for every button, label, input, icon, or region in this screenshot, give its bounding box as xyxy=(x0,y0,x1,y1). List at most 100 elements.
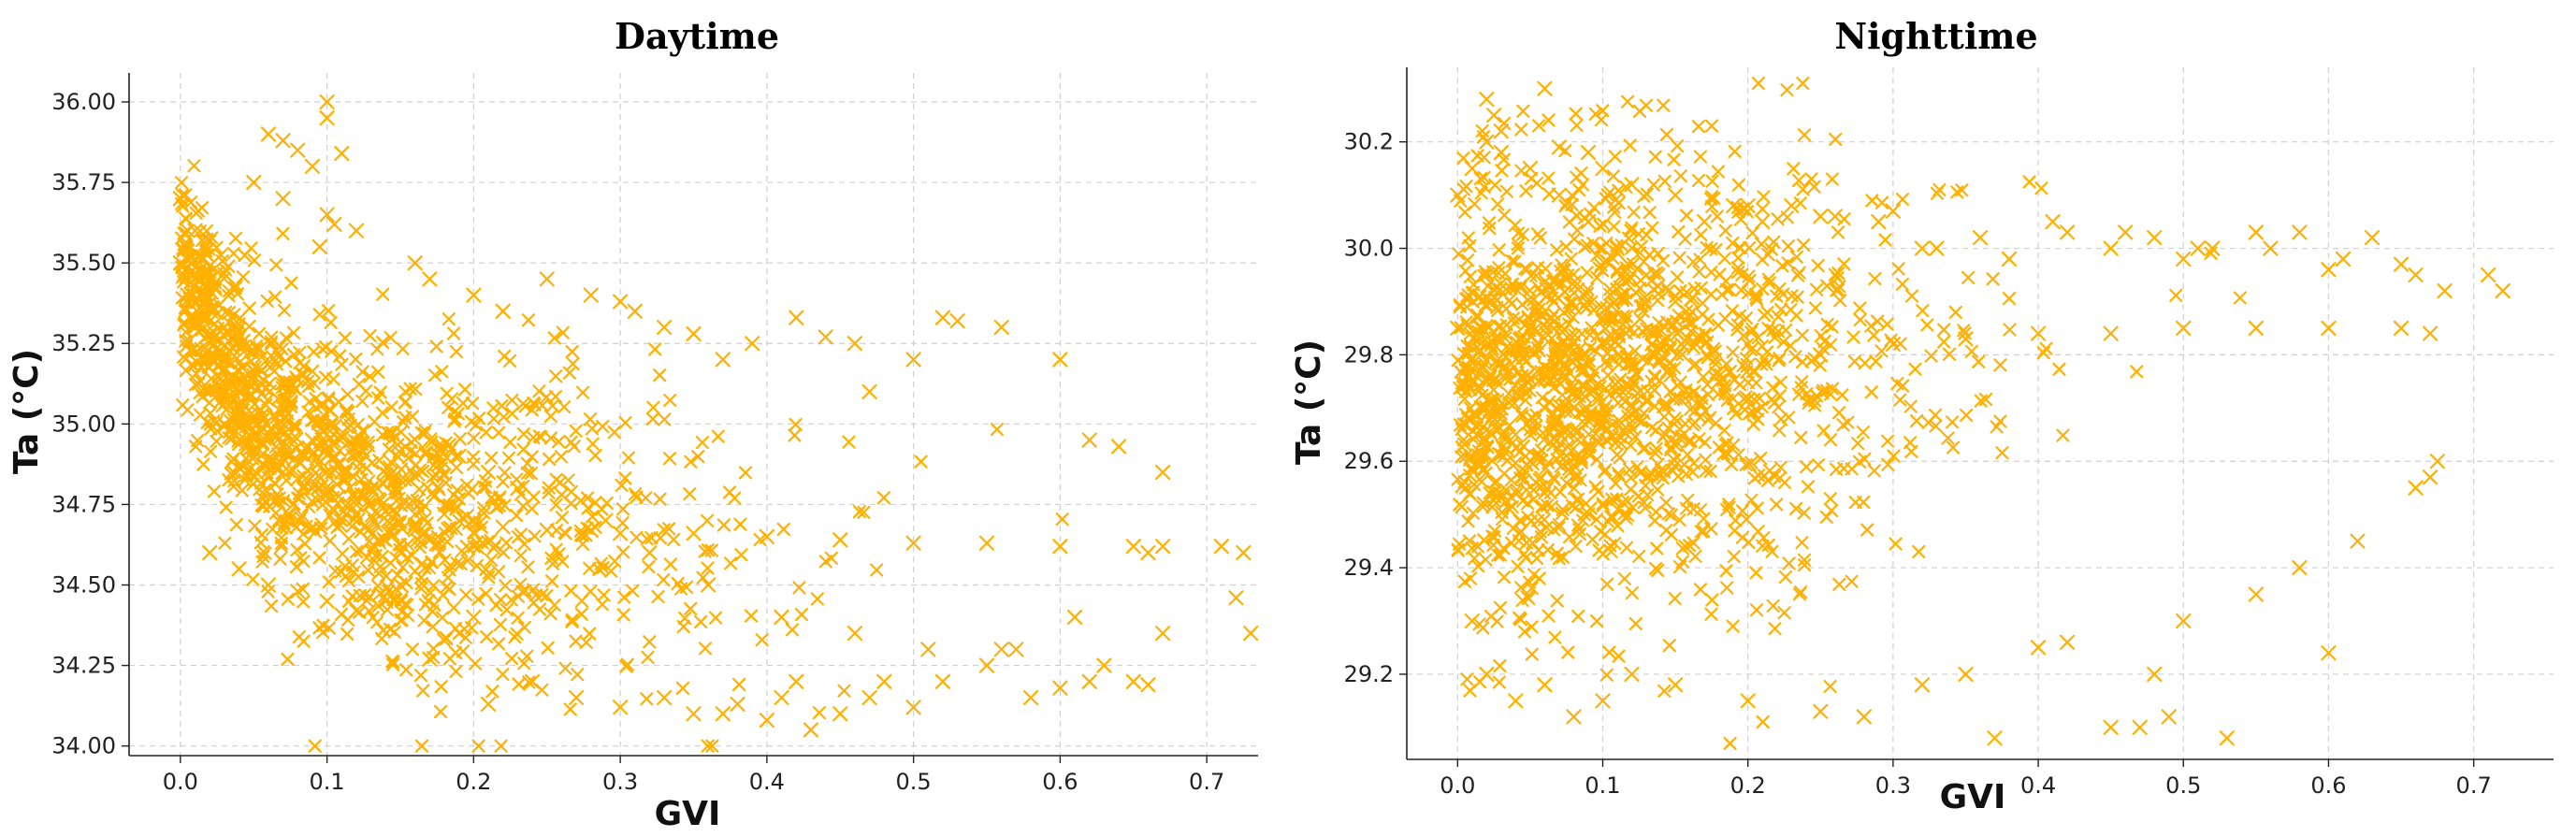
scatter-point xyxy=(1586,237,1600,251)
scatter-point xyxy=(738,466,753,480)
scatter-point xyxy=(549,523,564,538)
scatter-point xyxy=(176,199,190,213)
scatter-point xyxy=(1516,494,1530,508)
data-point-x-marker xyxy=(290,470,306,486)
scatter-point xyxy=(1619,541,1634,555)
scatter-point xyxy=(459,540,473,554)
scatter-point xyxy=(199,289,213,303)
data-point-x-marker xyxy=(466,287,482,303)
data-point-x-marker xyxy=(202,544,218,561)
y-tick-label: 36.00 xyxy=(51,89,116,115)
scatter-point xyxy=(1632,104,1647,119)
scatter-point xyxy=(1463,487,1477,501)
scatter-point xyxy=(1600,577,1614,591)
scatter-point xyxy=(307,376,321,391)
data-point-x-marker xyxy=(1755,213,1771,230)
scatter-point xyxy=(386,655,400,669)
scatter-point xyxy=(1609,476,1623,490)
scatter-point xyxy=(1647,399,1662,413)
scatter-point xyxy=(658,412,672,426)
data-point-x-marker xyxy=(1486,108,1502,123)
data-point-x-marker xyxy=(466,609,482,626)
scatter-point xyxy=(1461,346,1475,361)
data-point-x-marker xyxy=(319,593,335,609)
scatter-point xyxy=(441,522,455,536)
data-point-x-marker xyxy=(832,532,848,548)
scatter-point xyxy=(1600,358,1614,373)
scatter-point xyxy=(1473,289,1487,304)
scatter-point xyxy=(1616,425,1630,439)
scatter-point xyxy=(241,417,255,431)
scatter-point xyxy=(1788,350,1802,364)
scatter-point xyxy=(207,301,221,316)
scatter-point xyxy=(1467,278,1481,292)
scatter-point xyxy=(1619,512,1633,526)
data-point-x-marker xyxy=(2321,645,2337,661)
data-point-x-marker xyxy=(304,158,321,174)
scatter-point xyxy=(324,315,338,330)
scatter-point xyxy=(1739,311,1754,325)
scatter-point xyxy=(1742,269,1756,283)
scatter-point xyxy=(1635,298,1649,312)
scatter-point xyxy=(410,494,424,508)
scatter-point xyxy=(291,373,305,387)
scatter-point xyxy=(442,438,456,452)
scatter-point xyxy=(1463,462,1477,476)
scatter-point xyxy=(1550,546,1564,560)
scatter-point xyxy=(1823,679,1837,694)
data-point-x-marker xyxy=(1624,177,1640,193)
data-point-x-marker xyxy=(1595,161,1611,177)
data-point-x-marker xyxy=(363,481,379,497)
scatter-point xyxy=(218,339,232,353)
scatter-point xyxy=(1458,574,1472,589)
scatter-point xyxy=(447,414,461,428)
data-point-x-marker xyxy=(613,294,629,310)
scatter-point xyxy=(1773,412,1788,426)
scatter-point xyxy=(1628,616,1643,631)
data-point-x-marker xyxy=(1213,539,1229,555)
scatter-point xyxy=(1578,404,1592,418)
y-tick-label: 35.25 xyxy=(51,330,116,356)
scatter-point xyxy=(1739,457,1753,471)
scatter-point xyxy=(1486,538,1500,552)
data-point-x-marker xyxy=(2060,634,2076,650)
scatter-point xyxy=(189,206,203,220)
scatter-point xyxy=(1749,603,1764,617)
scatter-point xyxy=(1466,506,1480,520)
scatter-point xyxy=(558,661,572,675)
scatter-point xyxy=(554,450,569,464)
scatter-point xyxy=(1778,570,1793,584)
scatter-point xyxy=(1520,263,1534,277)
scatter-point xyxy=(1471,379,1486,393)
scatter-point xyxy=(479,586,493,600)
scatter-point xyxy=(426,604,440,618)
scatter-point xyxy=(1554,428,1569,443)
scatter-point xyxy=(1743,240,1757,255)
scatter-point xyxy=(1670,414,1684,428)
data-point-x-marker xyxy=(275,400,291,416)
scatter-point xyxy=(503,435,517,449)
scatter-point xyxy=(1692,328,1706,342)
scatter-point xyxy=(421,594,435,608)
scatter-point xyxy=(426,485,440,500)
scatter-point xyxy=(279,331,293,345)
scatter-point xyxy=(1772,310,1786,324)
scatter-point xyxy=(586,437,600,451)
daytime-y-ticks: 34.00 34.25 34.50 34.75 35.00 35.25 35.50 35.75… xyxy=(51,89,129,759)
scatter-point xyxy=(1651,294,1665,308)
scatter-point xyxy=(1538,369,1552,383)
scatter-point xyxy=(1491,320,1506,334)
scatter-point xyxy=(1820,279,1834,293)
scatter-point xyxy=(323,534,337,548)
scatter-point xyxy=(1539,461,1553,475)
scatter-point xyxy=(1731,178,1745,192)
scatter-point xyxy=(1719,282,1734,297)
scatter-point xyxy=(286,325,301,339)
scatter-point xyxy=(1594,525,1608,539)
scatter-point xyxy=(1463,411,1477,426)
scatter-point xyxy=(1704,522,1718,536)
scatter-point xyxy=(268,440,283,454)
scatter-point xyxy=(1667,152,1681,166)
scatter-point xyxy=(1946,440,1961,455)
scatter-point xyxy=(1555,506,1570,521)
